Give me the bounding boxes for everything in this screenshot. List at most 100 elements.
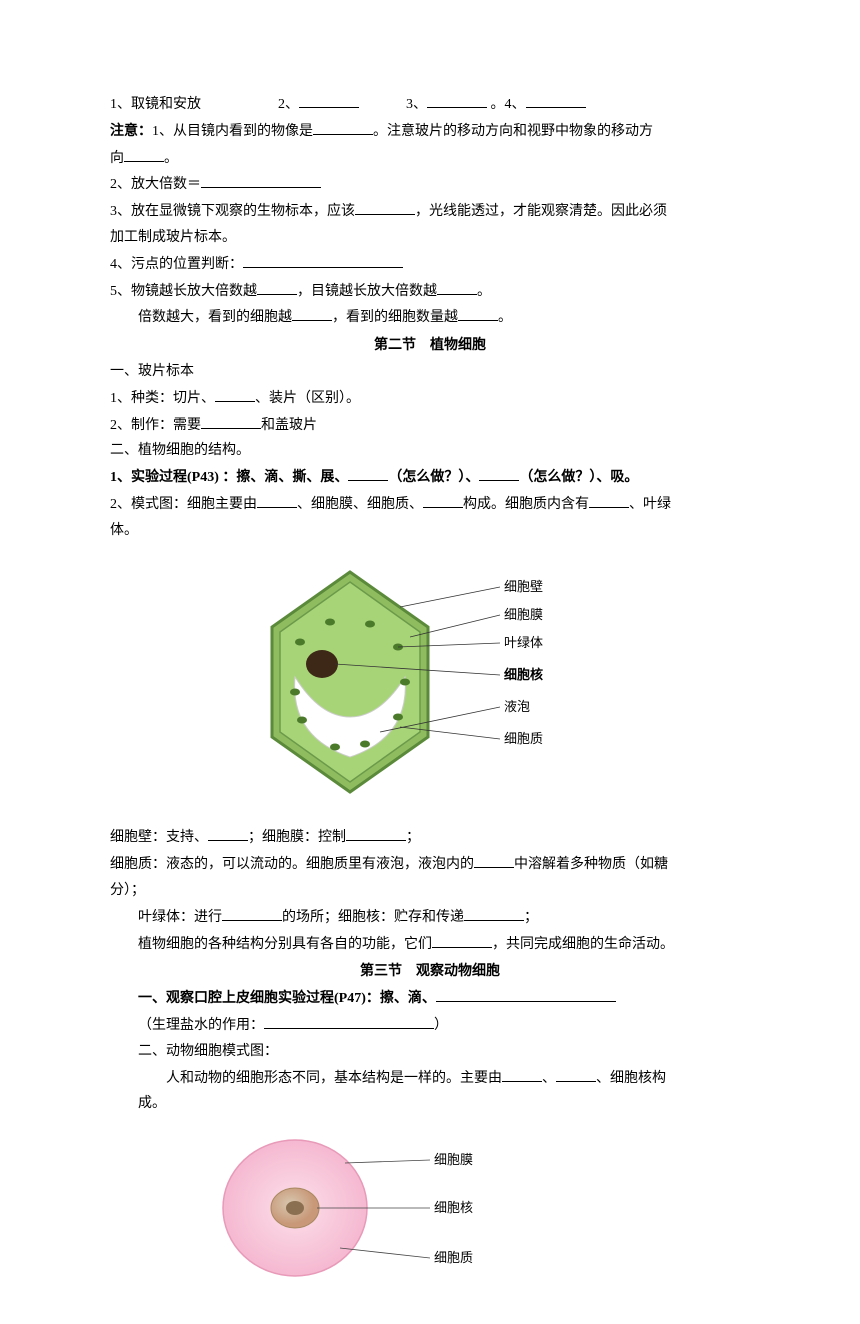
blank	[502, 1066, 542, 1082]
blank	[264, 1013, 434, 1029]
blank	[313, 119, 373, 135]
txt: 植物细胞的各种结构分别具有各自的功能，它们	[138, 937, 432, 952]
plant-cell-diagram: 细胞壁细胞膜叶绿体细胞核液泡细胞质	[110, 557, 750, 816]
txt: 5、物镜越长放大倍数越	[110, 284, 257, 299]
txt: ，共同完成细胞的生命活动。	[492, 937, 674, 952]
blank	[215, 386, 255, 402]
svg-text:细胞核: 细胞核	[504, 667, 543, 682]
txt: 。	[498, 310, 512, 325]
blank	[437, 279, 477, 295]
sec2-1: 一、玻片标本	[110, 360, 750, 384]
txt: ，看到的细胞数量越	[332, 310, 458, 325]
txt: ，目镜越长放大倍数越	[297, 284, 437, 299]
txt: 注意：	[110, 124, 152, 139]
svg-text:细胞核: 细胞核	[434, 1200, 473, 1215]
txt: 、细胞膜、细胞质、	[297, 497, 423, 512]
line-4b: 加工制成玻片标本。	[110, 226, 750, 250]
plant-cell-svg: 细胞壁细胞膜叶绿体细胞核液泡细胞质	[220, 557, 640, 807]
blank	[355, 199, 415, 215]
txt: （怎么做？）、	[388, 470, 479, 485]
line-6: 5、物镜越长放大倍数越 ，目镜越长放大倍数越 。	[110, 279, 750, 304]
blank	[589, 492, 629, 508]
blank	[124, 146, 164, 162]
post-plant-3: 叶绿体：进行的场所；细胞核：贮存和传递；	[110, 905, 750, 930]
blank	[346, 825, 406, 841]
sec2-2: 1、种类：切片、、装片（区别）。	[110, 386, 750, 411]
sec3-4b: 成。	[110, 1092, 750, 1116]
txt: 2、模式图：细胞主要由	[110, 497, 257, 512]
txt: 2、	[278, 97, 299, 112]
blank	[222, 905, 282, 921]
svg-text:细胞质: 细胞质	[504, 731, 543, 746]
txt: 。	[164, 151, 178, 166]
blank	[299, 92, 359, 108]
txt: 向	[110, 151, 124, 166]
txt: 。4、	[491, 97, 526, 112]
txt: 叶绿体：进行	[138, 910, 222, 925]
sec3-4: 人和动物的细胞形态不同，基本结构是一样的。主要由 、 、细胞核构	[110, 1066, 750, 1091]
sec2-3: 2、制作：需要 和盖玻片	[110, 413, 750, 438]
txt: 3、放在显微镜下观察的生物标本，应该	[110, 204, 355, 219]
txt: 2、放大倍数＝	[110, 177, 201, 192]
txt: 细胞质：液态的，可以流动的。细胞质里有液泡，液泡内的	[110, 857, 474, 872]
section3-title: 第三节 观察动物细胞	[110, 960, 750, 984]
sec2-4: 二、植物细胞的结构。	[110, 439, 750, 463]
txt: 3、	[406, 97, 427, 112]
sec2-6: 2、模式图：细胞主要由、细胞膜、细胞质、构成。细胞质内含有、叶绿	[110, 492, 750, 517]
sec3-2: （生理盐水的作用： ）	[110, 1013, 750, 1038]
txt: 2、制作：需要	[110, 418, 201, 433]
line-2: 注意：1、从目镜内看到的物像是 。注意玻片的移动方向和视野中物象的移动方	[110, 119, 750, 144]
txt: 、细胞核构	[596, 1071, 666, 1086]
txt: 1、取镜和安放	[110, 97, 201, 112]
txt: ；	[406, 830, 420, 845]
svg-text:液泡: 液泡	[504, 699, 530, 714]
svg-text:细胞质: 细胞质	[434, 1250, 473, 1265]
txt: 4、污点的位置判断：	[110, 257, 243, 272]
txt: 中溶解着多种物质（如糖	[514, 857, 668, 872]
txt: 和盖玻片	[261, 418, 317, 433]
animal-cell-diagram: 细胞膜细胞核细胞质	[110, 1130, 750, 1294]
line-3: 2、放大倍数＝	[110, 172, 750, 197]
sec2-6b: 体。	[110, 519, 750, 543]
line-1: 1、取镜和安放 2、 3、 。4、	[110, 92, 750, 117]
txt: （生理盐水的作用：	[138, 1018, 264, 1033]
blank	[243, 252, 403, 268]
svg-text:细胞膜: 细胞膜	[504, 607, 543, 622]
svg-text:细胞壁: 细胞壁	[504, 579, 543, 594]
blank	[257, 279, 297, 295]
blank	[348, 465, 388, 481]
blank	[479, 465, 519, 481]
svg-text:细胞膜: 细胞膜	[434, 1152, 473, 1167]
blank	[427, 92, 487, 108]
section2-title: 第二节 植物细胞	[110, 334, 750, 358]
line-7: 倍数越大，看到的细胞越 ，看到的细胞数量越 。	[110, 305, 750, 330]
txt: 、装片（区别）。	[255, 391, 360, 406]
txt: 、	[542, 1071, 556, 1086]
animal-cell-svg: 细胞膜细胞核细胞质	[210, 1130, 540, 1285]
post-plant-2: 细胞质：液态的，可以流动的。细胞质里有液泡，液泡内的 中溶解着多种物质（如糖	[110, 852, 750, 877]
txt: 倍数越大，看到的细胞越	[138, 310, 292, 325]
blank	[474, 852, 514, 868]
txt: ；细胞膜：控制	[248, 830, 346, 845]
txt: ；	[524, 910, 538, 925]
txt: ，光线能透过，才能观察清楚。因此必须	[415, 204, 667, 219]
svg-text:叶绿体: 叶绿体	[504, 635, 543, 650]
blank	[292, 305, 332, 321]
blank	[432, 932, 492, 948]
blank	[556, 1066, 596, 1082]
blank	[201, 172, 321, 188]
post-plant-2b: 分）；	[110, 879, 750, 903]
txt: 。注意玻片的移动方向和视野中物象的移动方	[373, 124, 653, 139]
line-4: 3、放在显微镜下观察的生物标本，应该 ，光线能透过，才能观察清楚。因此必须	[110, 199, 750, 224]
blank	[458, 305, 498, 321]
txt: 加工制成玻片标本。	[110, 230, 236, 245]
txt: 人和动物的细胞形态不同，基本结构是一样的。主要由	[166, 1071, 502, 1086]
txt: 1、从目镜内看到的物像是	[152, 124, 313, 139]
txt: （怎么做？）、吸。	[519, 470, 638, 485]
line-5: 4、污点的位置判断：	[110, 252, 750, 277]
line-2b: 向。	[110, 146, 750, 171]
txt: ）	[434, 1018, 448, 1033]
txt: 1、实验过程(P43) ：擦、滴、撕、展、	[110, 470, 348, 485]
txt: 。	[477, 284, 491, 299]
blank	[464, 905, 524, 921]
